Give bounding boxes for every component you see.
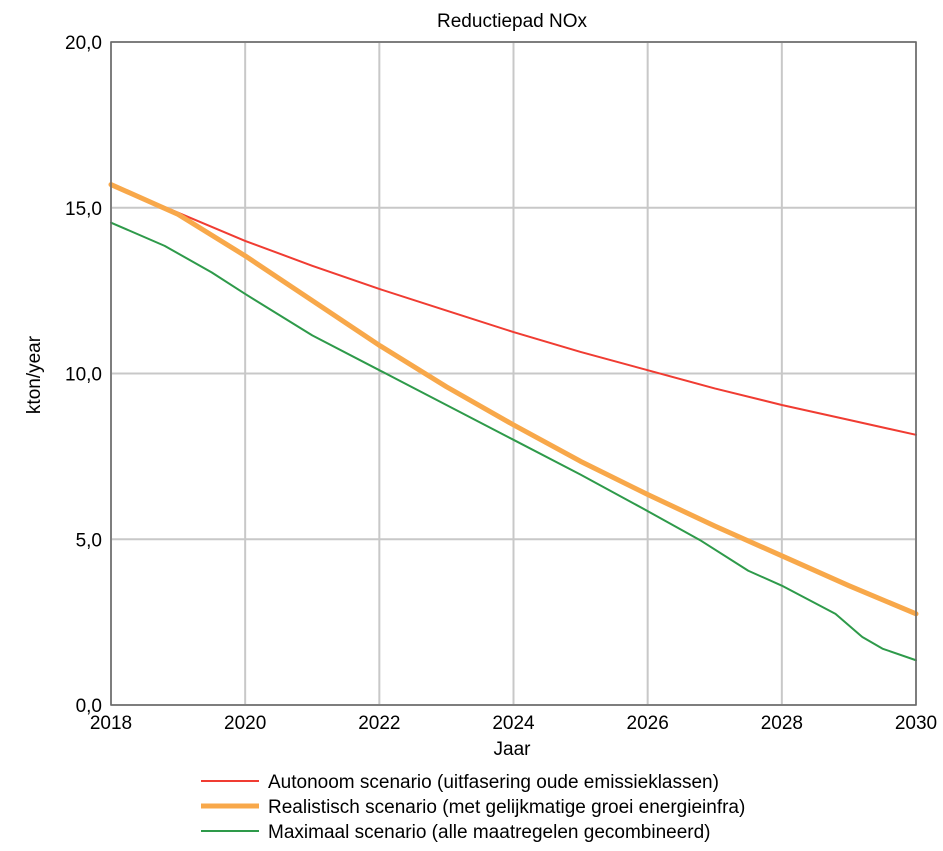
- y-tick-label: 10,0: [65, 365, 102, 386]
- x-axis-ticks: 2018 2020 2022 2024 2026 2028 2030: [90, 713, 937, 734]
- y-tick-label: 0,0: [76, 696, 102, 717]
- y-tick-label: 20,0: [65, 33, 102, 54]
- grid: [110, 41, 917, 706]
- series-line-3: [110, 221, 917, 662]
- y-axis-ticks: 0,0 5,0 10,0 15,0 20,0: [65, 33, 102, 717]
- x-axis-label: Jaar: [494, 739, 532, 760]
- legend: Autonoom scenario (uitfasering oude emis…: [201, 772, 745, 843]
- x-tick-label: 2020: [224, 713, 266, 734]
- series-line-1: [110, 183, 917, 436]
- y-axis-label: kton/year: [24, 335, 45, 414]
- legend-label-1: Autonoom scenario (uitfasering oude emis…: [268, 772, 719, 793]
- series-line-2: [108, 182, 919, 617]
- plot-frame: [110, 41, 917, 706]
- x-tick-label: 2026: [627, 713, 669, 734]
- legend-label-2: Realistisch scenario (met gelijkmatige g…: [268, 797, 745, 818]
- x-tick-label: 2028: [761, 713, 803, 734]
- chart-title: Reductiepad NOx: [437, 11, 587, 32]
- x-tick-label: 2022: [358, 713, 400, 734]
- x-tick-label: 2024: [492, 713, 535, 734]
- series-lines: [108, 182, 919, 662]
- y-tick-label: 15,0: [65, 199, 102, 220]
- y-tick-label: 5,0: [76, 530, 102, 551]
- x-tick-label: 2030: [895, 713, 937, 734]
- legend-label-3: Maximaal scenario (alle maatregelen geco…: [268, 822, 711, 843]
- x-tick-label: 2018: [90, 713, 132, 734]
